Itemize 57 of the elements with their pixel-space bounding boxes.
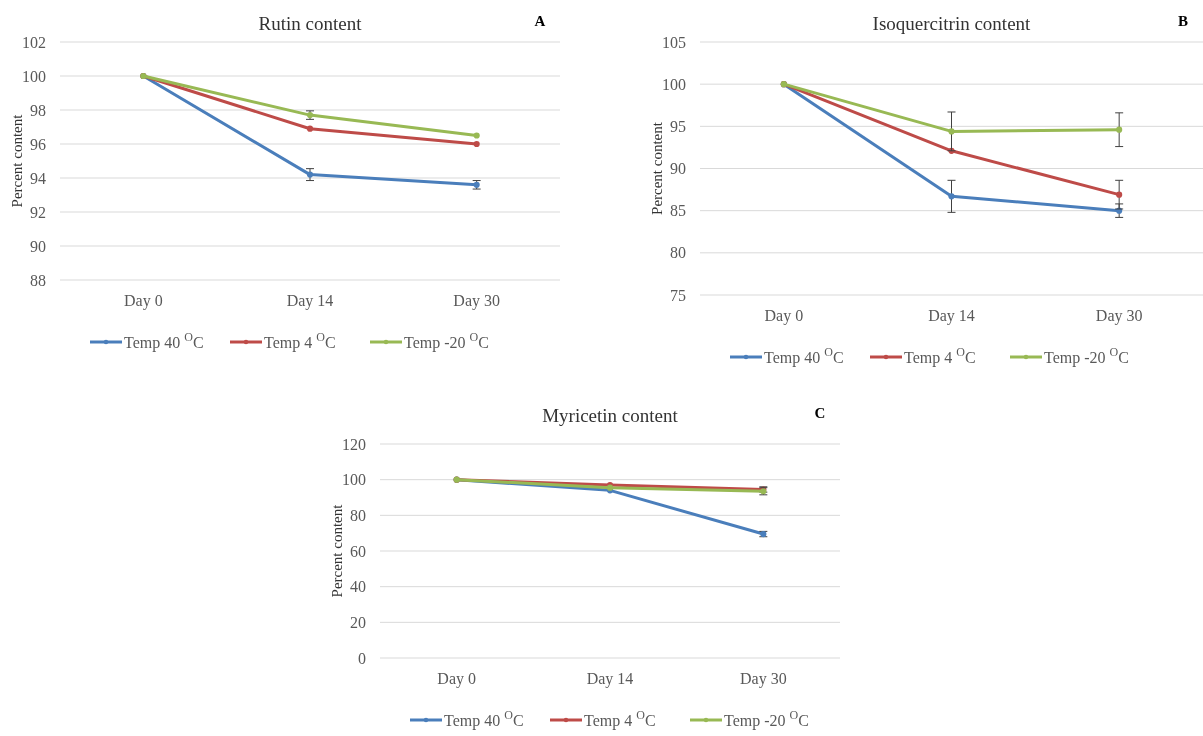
x-tick-label: Day 30 [1095, 307, 1143, 325]
x-tick-label: Day 0 [437, 670, 476, 688]
chart-title: Myricetin content [542, 405, 679, 426]
y-tick-label: 102 [22, 33, 46, 51]
x-tick-label: Day 30 [453, 292, 500, 310]
point [948, 193, 955, 200]
x-tick-label: Day 14 [286, 292, 334, 310]
legend-label: Temp -20 $^{O}$C [724, 708, 809, 730]
y-tick-label: 20 [350, 613, 366, 631]
point [1116, 191, 1123, 198]
text: C [814, 405, 826, 421]
y-tick-label: 120 [342, 435, 366, 453]
y-tick-label: 85 [670, 202, 686, 220]
y-tick-label: 100 [342, 471, 366, 489]
y-tick-label: 90 [30, 237, 46, 255]
legend-label: Temp 40 $^{O}$C [124, 330, 204, 352]
legend-label: Temp 40 $^{O}$C [764, 345, 844, 367]
chart-title: Rutin content [258, 13, 363, 34]
legend-label: Temp 4 $^{O}$C [264, 330, 336, 352]
legend-label: Temp -20 $^{O}$C [1044, 345, 1129, 367]
legend-label: Temp 40 $^{O}$C [444, 708, 524, 730]
point [473, 140, 480, 148]
y-tick-label: 96 [30, 135, 46, 153]
legend-label: Temp -20 $^{O}$C [404, 330, 489, 352]
point [306, 125, 314, 132]
x-tick-label: Day 14 [928, 307, 975, 325]
y-tick-label: 100 [662, 75, 686, 93]
point [473, 132, 480, 139]
y-tick-label: 98 [30, 101, 46, 119]
y-tick-label: 80 [350, 506, 366, 524]
legend-label: Temp 4 $^{O}$C [904, 345, 976, 367]
y-axis-title: Percent content [329, 503, 345, 598]
y-tick-label: 90 [670, 160, 686, 178]
point [306, 171, 314, 178]
y-tick-label: 100 [22, 67, 46, 85]
y-tick-label: 75 [670, 286, 686, 304]
text: A [534, 13, 546, 29]
point [948, 128, 955, 135]
legend-label: Temp 4 $^{O}$C [584, 708, 656, 730]
y-tick-label: 95 [670, 117, 686, 135]
point [1116, 126, 1123, 133]
x-tick-label: Day 30 [740, 670, 787, 688]
y-tick-label: 94 [30, 169, 46, 187]
y-tick-label: 105 [662, 33, 686, 51]
x-tick-label: Day 0 [124, 292, 163, 310]
y-tick-label: 92 [30, 203, 46, 221]
y-tick-label: 88 [30, 271, 46, 289]
y-tick-label: 0 [358, 649, 366, 667]
y-tick-label: 80 [670, 244, 686, 262]
y-tick-label: 40 [350, 578, 366, 596]
y-axis-title: Percent content [9, 113, 25, 208]
y-axis-title: Percent content [649, 121, 665, 215]
x-tick-label: Day 14 [586, 670, 634, 688]
chart-title: Isoquercitrin content [872, 13, 1032, 34]
x-tick-label: Day 0 [764, 307, 804, 325]
y-tick-label: 60 [350, 542, 366, 560]
text: B [1177, 13, 1189, 29]
